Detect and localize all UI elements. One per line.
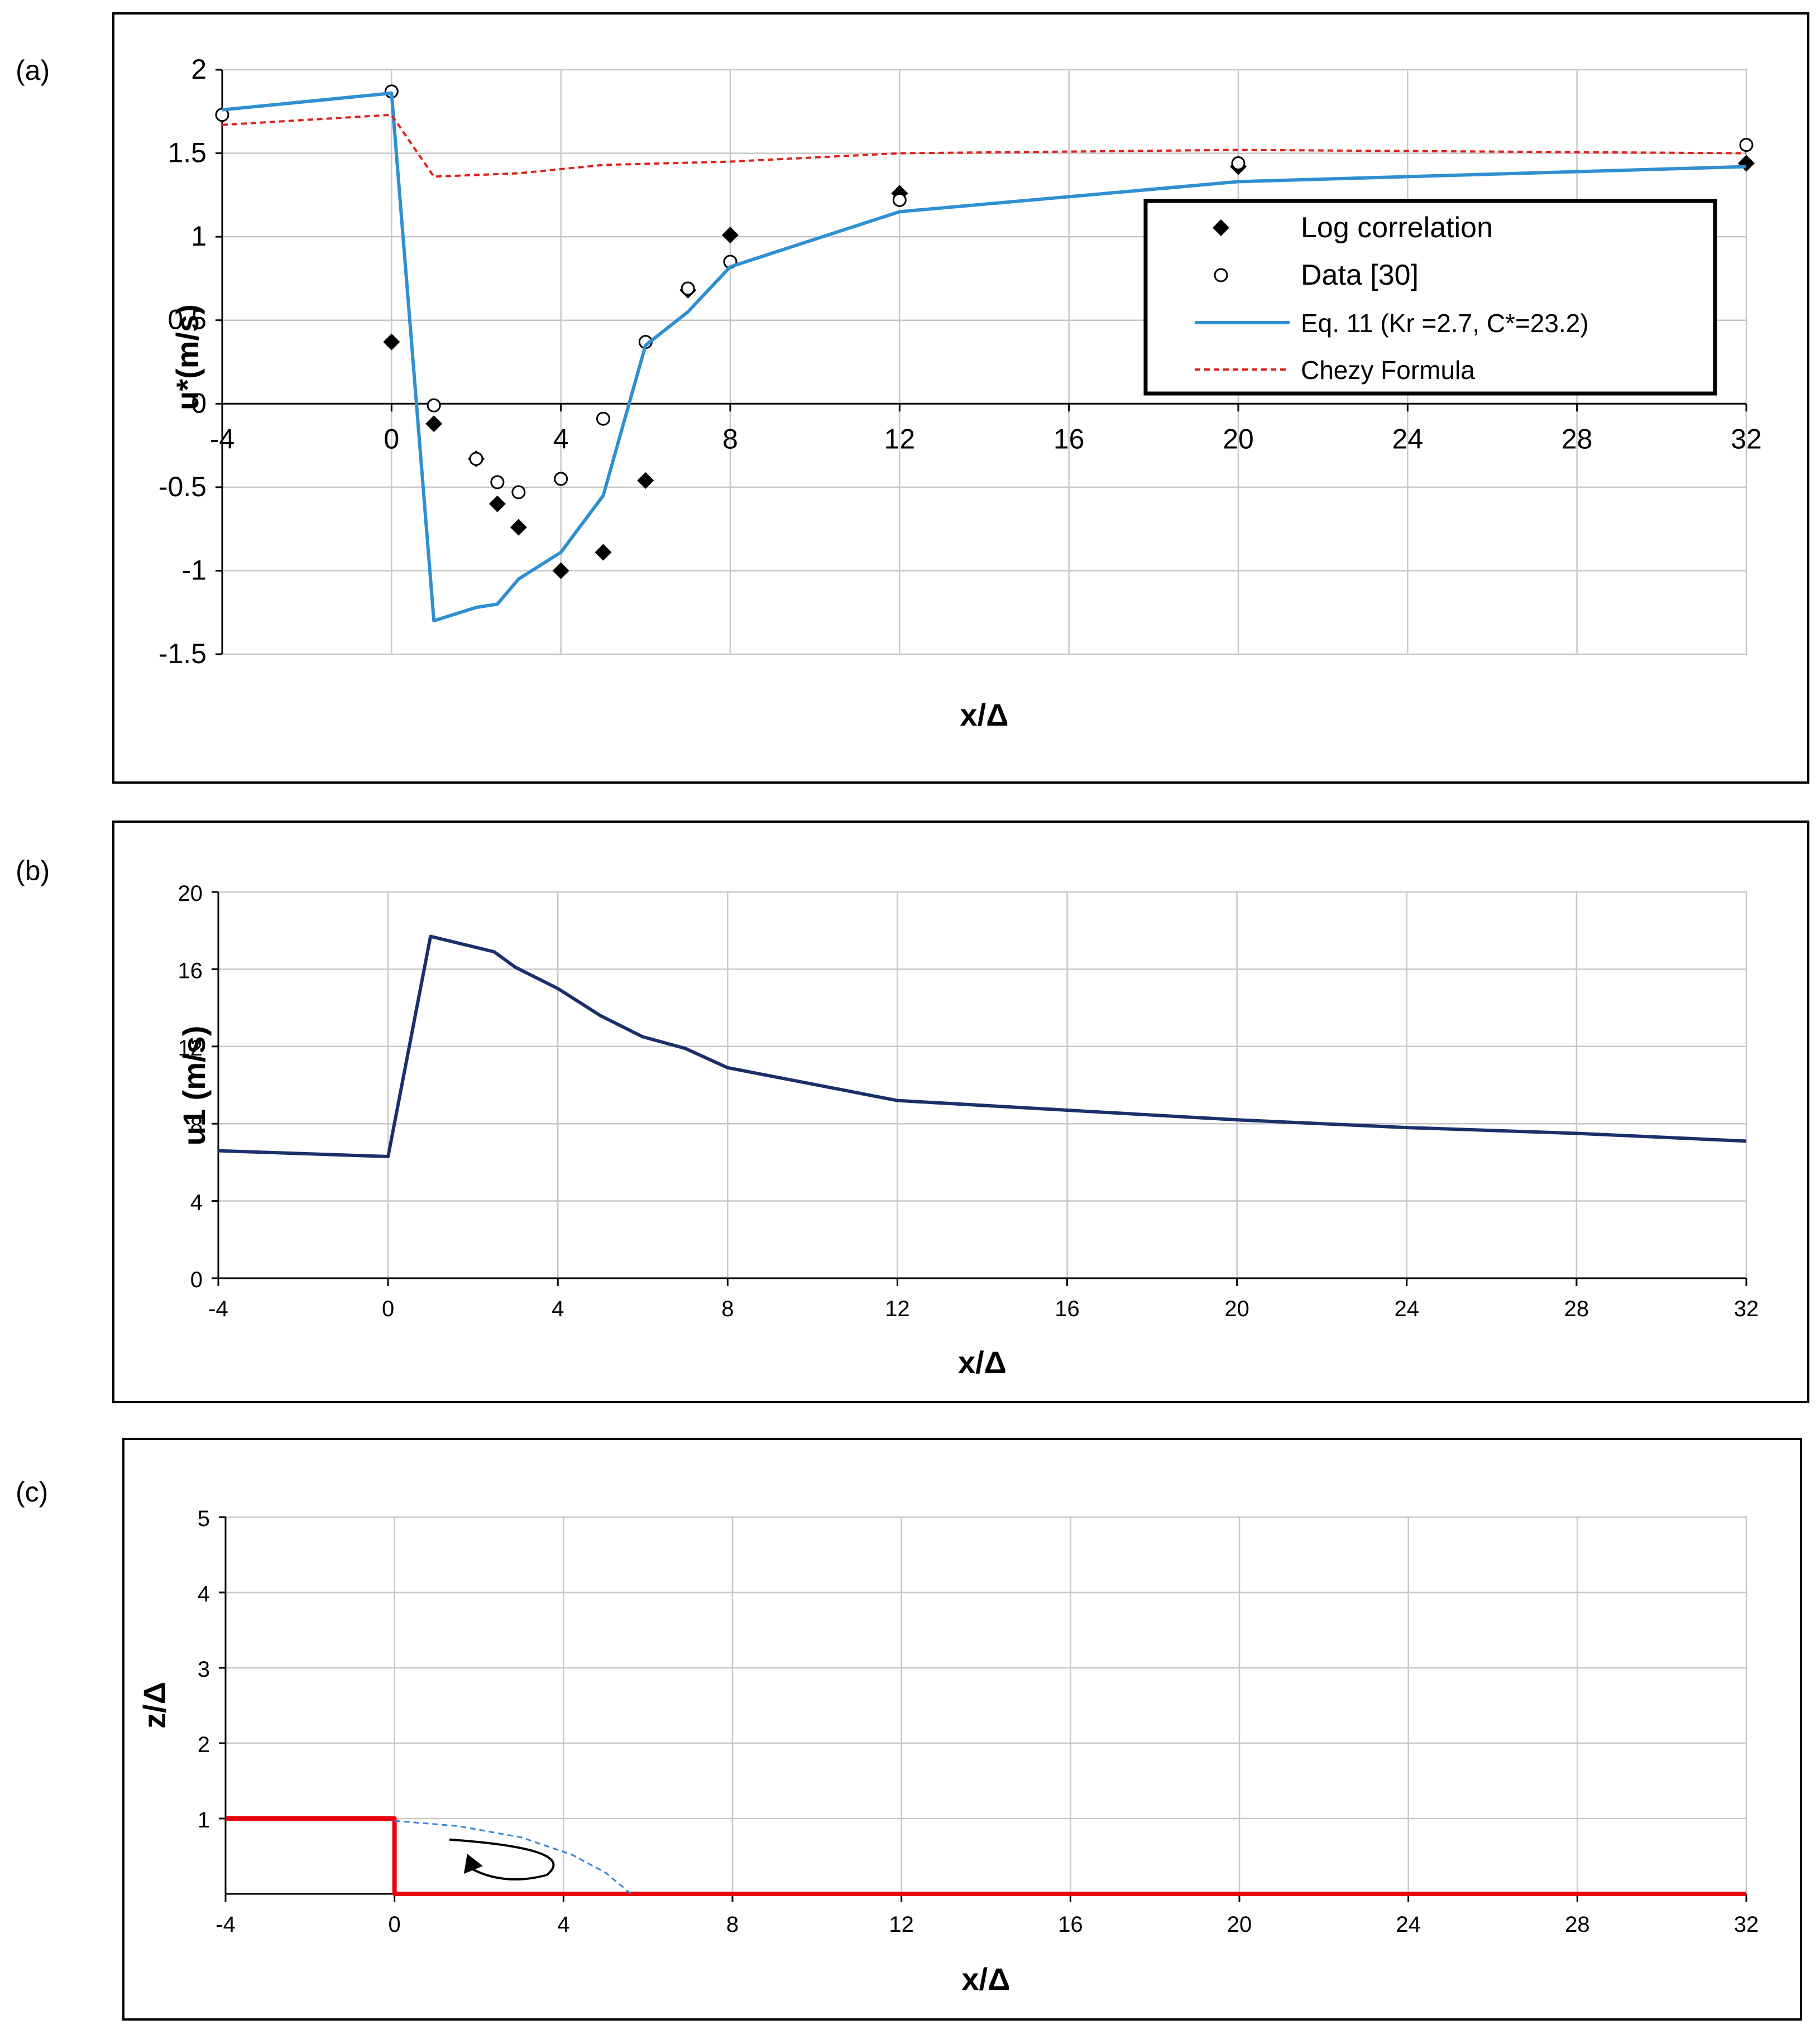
x-tick-label: 32: [1734, 1912, 1759, 1937]
series-line-u1: [218, 934, 1747, 1159]
y-tick-label: 3: [198, 1657, 210, 1682]
series-line-chezy-formula: [222, 113, 1747, 178]
data-point-data-30: [892, 193, 907, 207]
y-tick-label: 12: [178, 1036, 203, 1061]
x-tick-label: 28: [1565, 1912, 1590, 1937]
recirculation-arrow: [449, 1838, 555, 1880]
series-line-step-profile: [226, 1816, 1746, 1896]
data-point-data-30: [681, 281, 695, 296]
data-point-data-30: [427, 398, 441, 412]
data-point-data-30: [596, 411, 610, 426]
x-tick-label: 24: [1396, 1912, 1421, 1937]
data-point-data-30: [511, 485, 526, 500]
chart-panel-a: -4 0 4 8 12 16 20 24 28 32-1.5-1-0.500.511.52x/Δu…: [159, 54, 1762, 732]
x-tick-label: 20: [1223, 423, 1254, 454]
x-tick-label: 24: [1392, 423, 1424, 454]
x-tick-label: 12: [884, 423, 916, 454]
data-point-log-correlation: [488, 495, 506, 512]
x-tick-label: 0: [382, 1297, 394, 1321]
panel-c-label: (c): [16, 1476, 48, 1508]
y-tick-label: -1: [182, 554, 207, 586]
y-tick-label: 16: [178, 958, 203, 983]
data-point-log-correlation: [722, 227, 739, 244]
y-tick-label: -0.5: [159, 471, 207, 502]
x-axis-title: x/Δ: [962, 1961, 1010, 1997]
legend-box: [1143, 199, 1717, 396]
y-tick-label: 1.5: [167, 137, 207, 169]
y-tick-label: 1: [198, 1808, 210, 1832]
x-tick-label: 12: [885, 1297, 910, 1321]
x-tick-label: 4: [552, 1297, 564, 1321]
x-tick-label: 20: [1224, 1297, 1249, 1321]
legend-entry-label: Chezy Formula: [1301, 356, 1475, 385]
y-tick-label: 4: [198, 1582, 210, 1606]
y-tick-label: 0: [191, 387, 207, 419]
y-axis-title: u1 (m/s): [176, 1026, 212, 1146]
data-point-log-correlation: [425, 415, 443, 433]
x-tick-label: 16: [1058, 1912, 1083, 1937]
data-point-data-30: [1739, 138, 1754, 152]
data-point-log-correlation: [552, 562, 569, 579]
x-tick-label: 8: [726, 1912, 739, 1937]
data-point-log-correlation: [595, 544, 612, 561]
x-tick-label: 20: [1227, 1912, 1252, 1937]
x-tick-label: 4: [557, 1912, 569, 1937]
x-tick-label: 32: [1734, 1297, 1759, 1321]
plot-area-c: [225, 1517, 1747, 1894]
legend-entry-label: Data [30]: [1301, 259, 1419, 291]
data-point-log-correlation: [510, 519, 527, 536]
legend-swatch-circle: [1214, 268, 1228, 282]
panel-a-frame: [112, 12, 1809, 784]
panel-a-label: (a): [16, 55, 50, 86]
recirculation-arrowhead: [463, 1854, 483, 1874]
panel-b-frame: [112, 821, 1809, 1403]
y-tick-label: 1: [191, 220, 207, 252]
data-point-data-30: [469, 452, 483, 466]
x-tick-label: -4: [215, 1912, 236, 1937]
x-tick-label: 8: [721, 1297, 734, 1321]
y-axis-title: z/Δ: [137, 1682, 172, 1729]
x-tick-label: 0: [384, 423, 399, 454]
data-point-data-30: [554, 472, 568, 486]
x-tick-label: 16: [1053, 423, 1085, 454]
y-tick-label: 2: [198, 1733, 210, 1757]
x-tick-label: 24: [1395, 1297, 1420, 1321]
y-tick-label: 0: [190, 1268, 203, 1292]
x-tick-label: 16: [1055, 1297, 1080, 1321]
y-tick-label: 2: [191, 54, 207, 85]
x-tick-label: 0: [389, 1912, 401, 1937]
x-tick-label: 28: [1562, 423, 1593, 454]
y-tick-label: 5: [198, 1507, 210, 1531]
data-point-data-30: [490, 475, 505, 490]
y-axis-title: u*(m/s): [170, 304, 205, 410]
y-tick-label: 4: [190, 1191, 203, 1215]
y-tick-label: 0.5: [167, 304, 207, 335]
legend-entry-label: Eq. 11 (Kr =2.7, C*=23.2): [1301, 309, 1589, 338]
legend-swatch-diamond: [1213, 219, 1229, 236]
x-tick-label: 12: [889, 1912, 914, 1937]
y-tick-label: 20: [178, 881, 203, 906]
series-line-reattachment-streamline: [394, 1820, 632, 1895]
x-tick-label: -4: [210, 423, 234, 454]
x-tick-label: 32: [1731, 423, 1762, 454]
x-tick-label: 4: [553, 423, 569, 454]
x-tick-label: -4: [208, 1297, 228, 1321]
series-line-eq-11-kr-2-7-c-23-2: [222, 91, 1747, 623]
panel-c-frame: [122, 1438, 1802, 2021]
panel-b-label: (b): [16, 855, 50, 886]
y-tick-label: -1.5: [159, 638, 207, 669]
data-point-log-correlation: [637, 472, 654, 489]
x-tick-label: 28: [1564, 1297, 1589, 1321]
x-tick-label: 8: [722, 423, 738, 454]
y-tick-label: 8: [190, 1113, 203, 1138]
data-point-data-30: [1231, 156, 1246, 171]
plot-area-b: [218, 891, 1747, 1279]
data-point-log-correlation: [383, 333, 400, 351]
legend-entry-label: Log correlation: [1301, 212, 1493, 244]
x-axis-title: x/Δ: [958, 1345, 1007, 1380]
x-axis-title: x/Δ: [960, 697, 1009, 732]
